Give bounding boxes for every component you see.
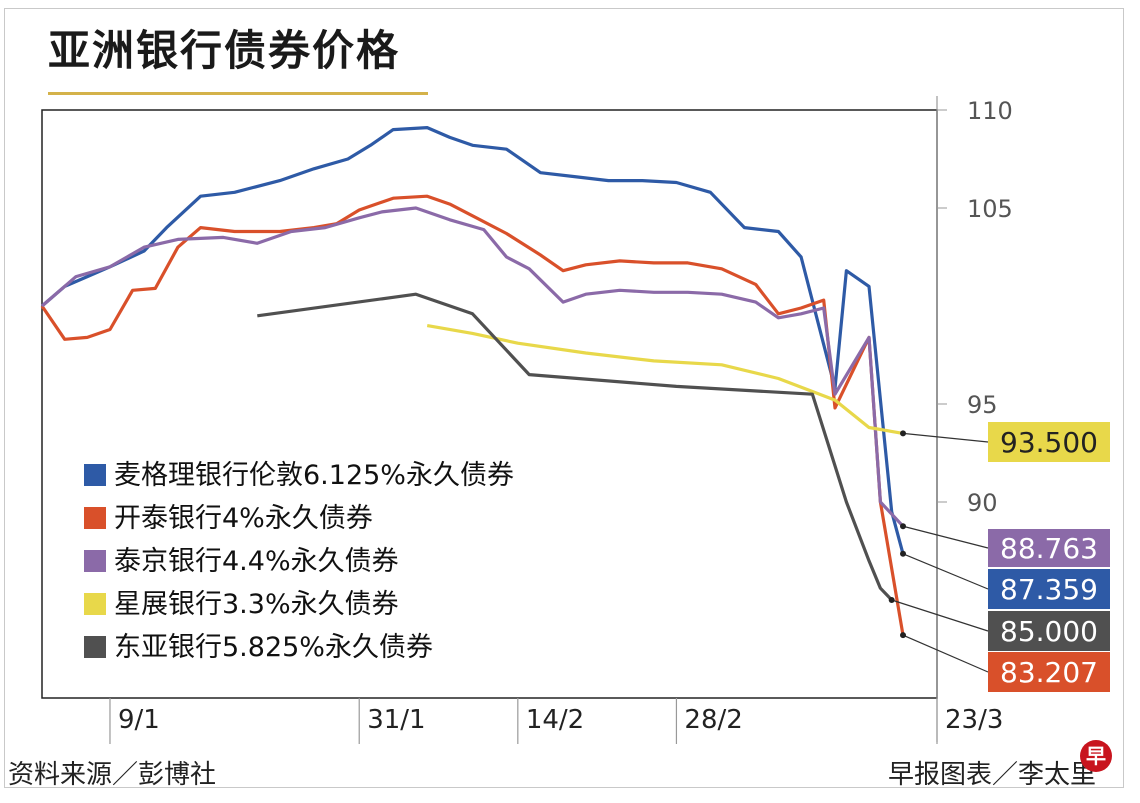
callout-dot (888, 597, 895, 603)
zaobao-logo: 早 (1080, 740, 1112, 772)
callout-box (988, 569, 1110, 609)
callout-dot (900, 550, 907, 557)
callout-box (988, 611, 1110, 651)
y-tick-label: 95 (967, 391, 998, 419)
x-tick-label: 28/2 (684, 705, 742, 735)
callout-leader (902, 634, 989, 673)
callout-leader (902, 432, 989, 443)
callout-leader (902, 553, 989, 590)
y-tick-label: 90 (967, 489, 998, 517)
series-line-2 (40, 194, 905, 636)
callout-dot (900, 523, 907, 530)
legend-label: 泰京银行4.4%永久债券 (114, 546, 399, 577)
callout-box (988, 422, 1110, 462)
legend-label: 星展银行3.3%永久债券 (114, 589, 399, 620)
callout-dot (900, 430, 907, 437)
x-tick-label: 23/3 (945, 705, 1003, 735)
callout-leader (902, 525, 989, 549)
callout-box (988, 529, 1110, 567)
legend-swatch (84, 593, 106, 615)
callout-leader (891, 599, 989, 632)
x-tick-label: 14/2 (526, 705, 584, 735)
callout-value: 83.207 (1000, 656, 1098, 689)
source-note: 资料来源／彭博社 (8, 760, 217, 790)
series-line-1 (40, 125, 905, 555)
credit-note: 早报图表／李太里 (888, 760, 1097, 790)
legend-swatch (84, 507, 106, 529)
legend-swatch (84, 636, 106, 658)
callout-dot (900, 632, 907, 639)
y-tick-label: 105 (967, 195, 1013, 223)
x-tick-label: 31/1 (367, 705, 425, 735)
y-tick-label: 110 (967, 97, 1013, 125)
series-line-5 (257, 292, 893, 602)
chart-title: 亚洲银行债券价格 (48, 26, 401, 75)
chart-frame (4, 8, 1124, 788)
x-tick-label: 9/1 (118, 705, 160, 735)
callout-value: 88.763 (1000, 532, 1098, 565)
legend-swatch (84, 464, 106, 486)
legend-label: 开泰银行4%永久债券 (114, 503, 373, 534)
callout-box (988, 652, 1110, 692)
callout-value: 85.000 (1000, 615, 1098, 648)
callout-value: 93.500 (1000, 426, 1098, 459)
legend-swatch (84, 550, 106, 572)
series-line-3 (40, 206, 905, 528)
legend-label: 麦格理银行伦敦6.125%永久债券 (114, 460, 514, 491)
legend-label: 东亚银行5.825%永久债券 (114, 632, 433, 663)
title-underline (48, 92, 428, 95)
callout-value: 87.359 (1000, 573, 1098, 606)
